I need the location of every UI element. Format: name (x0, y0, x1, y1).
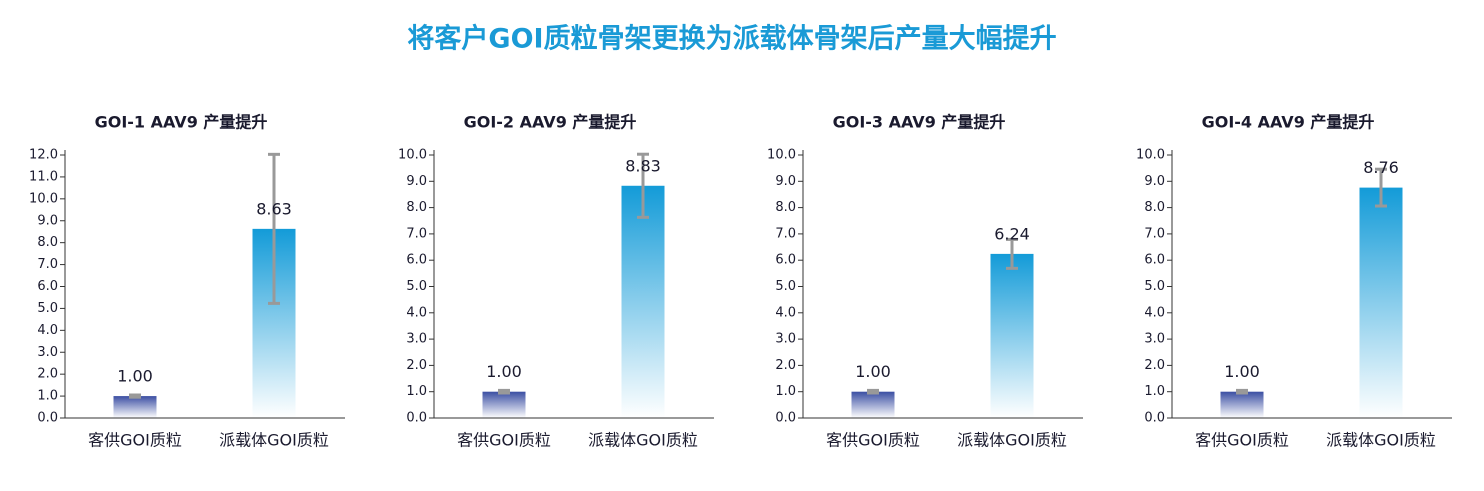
x-tick-label: 客供GOI质粒 (88, 431, 182, 450)
y-tick-label: 10.0 (398, 148, 427, 163)
y-tick-label: 8.0 (775, 200, 796, 215)
y-tick-label: 7.0 (775, 226, 796, 241)
chart-title: GOI-3 AAV9 产量提升 (833, 113, 1006, 132)
x-tick-label: 客供GOI质粒 (1195, 431, 1289, 450)
y-tick-label: 9.0 (406, 174, 427, 189)
chart-title: GOI-2 AAV9 产量提升 (464, 113, 637, 132)
y-tick-label: 6.0 (406, 253, 427, 268)
x-tick-label: 派载体GOI质粒 (1326, 431, 1436, 450)
y-tick-label: 8.0 (406, 200, 427, 215)
y-tick-label: 6.0 (37, 279, 58, 294)
error-bar (1006, 237, 1018, 270)
error-bar (867, 388, 879, 395)
y-tick-label: 3.0 (37, 345, 58, 360)
y-tick-label: 9.0 (775, 174, 796, 189)
y-tick-label: 1.0 (775, 384, 796, 399)
page-title: 将客户GOI质粒骨架更换为派载体骨架后产量大幅提升 (407, 23, 1056, 55)
y-tick-label: 6.0 (775, 253, 796, 268)
chart-title: GOI-1 AAV9 产量提升 (95, 113, 268, 132)
y-tick-label: 2.0 (406, 358, 427, 373)
y-tick-label: 10.0 (29, 191, 58, 206)
value-label: 8.76 (1363, 158, 1399, 177)
y-tick-label: 1.0 (1144, 384, 1165, 399)
y-tick-label: 12.0 (29, 148, 58, 163)
chart-title: GOI-4 AAV9 产量提升 (1202, 113, 1375, 132)
error-bar (637, 152, 649, 219)
y-tick-label: 9.0 (37, 213, 58, 228)
value-label: 1.00 (855, 362, 891, 381)
value-label: 8.63 (256, 199, 292, 218)
y-tick-label: 0.0 (1144, 411, 1165, 426)
y-tick-label: 1.0 (406, 384, 427, 399)
y-tick-label: 2.0 (1144, 358, 1165, 373)
y-tick-label: 3.0 (775, 332, 796, 347)
y-tick-label: 0.0 (406, 411, 427, 426)
bar (482, 391, 526, 418)
y-tick-label: 4.0 (406, 305, 427, 320)
y-tick-label: 10.0 (767, 148, 796, 163)
y-tick-label: 5.0 (775, 279, 796, 294)
y-tick-label: 0.0 (37, 411, 58, 426)
value-label: 1.00 (1224, 362, 1260, 381)
y-tick-label: 9.0 (1144, 174, 1165, 189)
value-label: 1.00 (486, 362, 522, 381)
x-tick-label: 客供GOI质粒 (826, 431, 920, 450)
x-tick-label: 客供GOI质粒 (457, 431, 551, 450)
bar (990, 253, 1034, 418)
y-tick-label: 4.0 (37, 323, 58, 338)
bar (1220, 391, 1264, 418)
error-bar (129, 393, 141, 399)
y-tick-label: 8.0 (37, 235, 58, 250)
y-tick-label: 3.0 (1144, 332, 1165, 347)
y-tick-label: 3.0 (406, 332, 427, 347)
error-bar (1375, 167, 1387, 208)
bar (113, 396, 157, 418)
y-tick-label: 6.0 (1144, 253, 1165, 268)
error-bar (268, 152, 280, 305)
bar (851, 391, 895, 418)
y-tick-label: 4.0 (1144, 305, 1165, 320)
error-bar (1236, 388, 1248, 395)
y-tick-label: 2.0 (775, 358, 796, 373)
value-label: 1.00 (117, 367, 153, 386)
y-tick-label: 5.0 (1144, 279, 1165, 294)
bar (1359, 187, 1403, 418)
y-tick-label: 2.0 (37, 367, 58, 382)
value-label: 6.24 (994, 224, 1030, 243)
error-bar (498, 388, 510, 395)
y-tick-label: 10.0 (1136, 148, 1165, 163)
y-tick-label: 4.0 (775, 305, 796, 320)
y-tick-label: 7.0 (37, 257, 58, 272)
y-tick-label: 5.0 (37, 301, 58, 316)
x-tick-label: 派载体GOI质粒 (957, 431, 1067, 450)
value-label: 8.83 (625, 156, 661, 175)
y-tick-label: 7.0 (406, 226, 427, 241)
y-tick-label: 5.0 (406, 279, 427, 294)
y-tick-label: 1.0 (37, 389, 58, 404)
bar (621, 185, 665, 418)
y-tick-label: 11.0 (29, 169, 58, 184)
y-tick-label: 8.0 (1144, 200, 1165, 215)
y-tick-label: 7.0 (1144, 226, 1165, 241)
y-tick-label: 0.0 (775, 411, 796, 426)
x-tick-label: 派载体GOI质粒 (588, 431, 698, 450)
x-tick-label: 派载体GOI质粒 (219, 431, 329, 450)
